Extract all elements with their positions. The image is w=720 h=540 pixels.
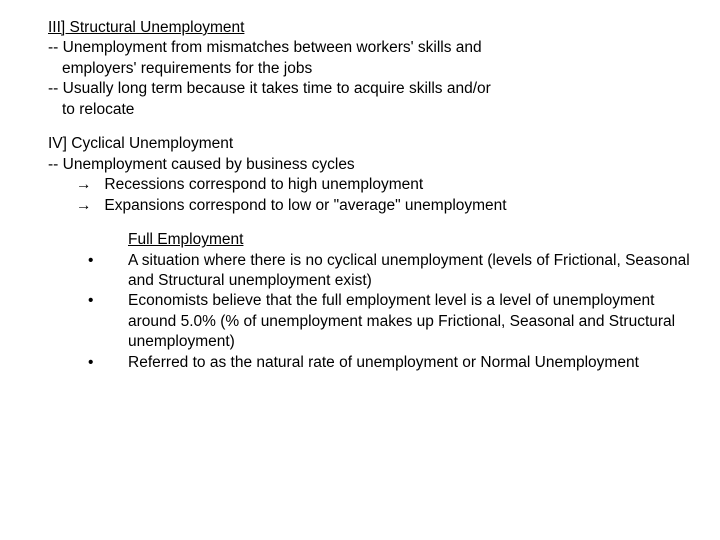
full-emp-heading-row: Full Employment	[88, 230, 692, 250]
arrow-icon: →	[76, 197, 92, 214]
section-structural: III] Structural Unemployment -- Unemploy…	[48, 18, 692, 120]
heading-structural-text: III] Structural Unemployment	[48, 19, 244, 36]
full-emp-bullet-1-text: A situation where there is no cyclical u…	[128, 251, 692, 292]
full-emp-bullet-2-text: Economists believe that the full employm…	[128, 291, 692, 352]
bullet-icon: •	[88, 291, 128, 311]
section-cyclical: IV] Cyclical Unemployment -- Unemploymen…	[48, 134, 692, 216]
full-emp-bullet-2: • Economists believe that the full emplo…	[88, 291, 692, 352]
heading-full-employment: Full Employment	[128, 231, 243, 248]
bullet-icon: •	[88, 251, 128, 271]
slide-body: III] Structural Unemployment -- Unemploy…	[0, 0, 720, 405]
full-emp-bullet-1: • A situation where there is no cyclical…	[88, 251, 692, 292]
cyclical-line-1: -- Unemployment caused by business cycle…	[48, 155, 692, 175]
cyclical-line-3: → Expansions correspond to low or "avera…	[48, 196, 692, 216]
bullet-icon: •	[88, 353, 128, 373]
section-full-employment: Full Employment • A situation where ther…	[48, 230, 692, 373]
structural-line-1: -- Unemployment from mismatches between …	[48, 38, 692, 58]
cyclical-line-2-text: Recessions correspond to high unemployme…	[104, 176, 423, 193]
cyclical-line-2: → Recessions correspond to high unemploy…	[48, 175, 692, 195]
cyclical-line-3-text: Expansions correspond to low or "average…	[104, 197, 506, 214]
structural-line-2: -- Usually long term because it takes ti…	[48, 79, 692, 99]
full-emp-bullet-3: • Referred to as the natural rate of une…	[88, 353, 692, 373]
heading-cyclical: IV] Cyclical Unemployment	[48, 134, 692, 154]
structural-line-2b: to relocate	[48, 100, 692, 120]
full-emp-bullet-3-text: Referred to as the natural rate of unemp…	[128, 353, 692, 373]
arrow-icon: →	[76, 176, 92, 193]
structural-line-1b: employers' requirements for the jobs	[48, 59, 692, 79]
heading-structural: III] Structural Unemployment	[48, 18, 692, 38]
